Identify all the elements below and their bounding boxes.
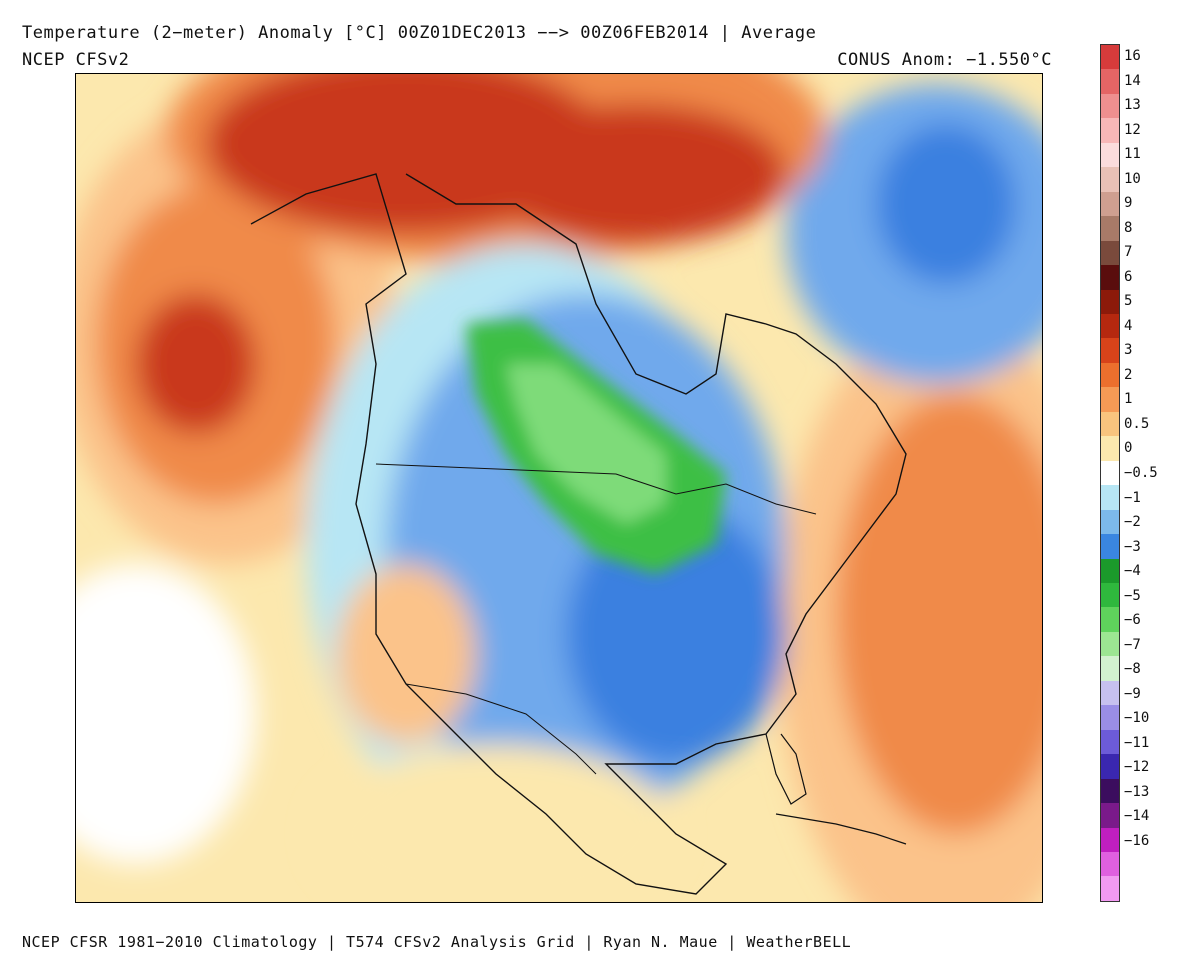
colorbar-swatch: [1101, 338, 1119, 363]
colorbar-swatch: [1101, 362, 1119, 388]
colorbar-swatch: [1101, 191, 1119, 217]
colorbar-tick-label: 5: [1124, 293, 1133, 310]
colorbar-tick-label: 11: [1124, 146, 1141, 163]
colorbar-tick-label: −16: [1124, 832, 1150, 849]
colorbar-swatch: [1101, 803, 1119, 828]
colorbar-swatch: [1101, 460, 1119, 486]
colorbar-swatch: [1101, 705, 1119, 730]
colorbar-swatch: [1101, 387, 1119, 412]
cuba-outline: [775, 813, 907, 845]
colorbar-tick-label: 8: [1124, 219, 1133, 236]
colorbar-tick-label: 3: [1124, 342, 1133, 359]
colorbar-tick-label: −10: [1124, 710, 1150, 727]
colorbar-swatch: [1101, 778, 1119, 804]
colorbar-swatch: [1101, 729, 1119, 755]
colorbar-swatch: [1101, 142, 1119, 168]
florida-outline: [765, 733, 807, 805]
colorbar-tick-label: −2: [1124, 514, 1141, 531]
colorbar-swatch: [1101, 265, 1119, 290]
colorbar-swatch: [1101, 240, 1119, 266]
model-name: NCEP CFSv2: [22, 50, 130, 70]
conus-anomaly-readout: CONUS Anom: −1.550°C: [837, 50, 1052, 70]
credits-footer: NCEP CFSR 1981−2010 Climatology | T574 C…: [22, 933, 852, 951]
colorbar-tick-label: −14: [1124, 808, 1150, 825]
colorbar-swatch: [1101, 485, 1119, 510]
colorbar-tick-label: −11: [1124, 734, 1150, 751]
colorbar-swatch: [1101, 313, 1119, 339]
colorbar-swatch: [1101, 69, 1119, 94]
colorbar-tick-label: −12: [1124, 759, 1150, 776]
colorbar-tick-label: −9: [1124, 685, 1141, 702]
colorbar-tick-label: −4: [1124, 563, 1141, 580]
colorbar-swatch: [1101, 436, 1119, 461]
colorbar-tick-label: −13: [1124, 783, 1150, 800]
mexico-neutral-region: [316, 744, 676, 902]
colorbar-swatch: [1101, 876, 1119, 901]
colorbar-tick-label: −1: [1124, 489, 1141, 506]
colorbar: [1100, 44, 1120, 902]
colorbar-swatch: [1101, 534, 1119, 559]
extreme-cold-core: [506, 364, 666, 524]
colorbar-tick-label: 1: [1124, 391, 1133, 408]
colorbar-swatch: [1101, 167, 1119, 192]
colorbar-tick-label: 7: [1124, 244, 1133, 261]
colorbar-tick-label: −8: [1124, 661, 1141, 678]
pacific-warm-peak: [136, 294, 256, 434]
colorbar-tick-label: 0.5: [1124, 415, 1150, 432]
coastline-outline: [250, 173, 907, 895]
colorbar-swatch: [1101, 118, 1119, 143]
colorbar-tick-label: 0: [1124, 440, 1133, 457]
us-mexico-border: [405, 683, 597, 775]
colorbar-tick-label: −7: [1124, 636, 1141, 653]
colorbar-tick-label: −3: [1124, 538, 1141, 555]
colorbar-tick-label: −5: [1124, 587, 1141, 604]
colorbar-tick-label: 9: [1124, 195, 1133, 212]
colorbar-tick-label: 6: [1124, 268, 1133, 285]
colorbar-labels: 16 14 13 12 11 10 9 8 7 6 5 4 3 2 1 0.5 0 −0.5 −1 −2 −3 −4 −5 −…: [1124, 44, 1194, 902]
colorbar-swatch: [1101, 289, 1119, 314]
colorbar-tick-label: 10: [1124, 170, 1141, 187]
north-atlantic-cold-core: [876, 124, 1016, 284]
colorbar-swatch: [1101, 411, 1119, 437]
colorbar-swatch: [1101, 754, 1119, 779]
chart-title: Temperature (2−meter) Anomaly [°C] 00Z01…: [22, 23, 817, 43]
anomaly-map: [75, 73, 1043, 903]
colorbar-swatch: [1101, 216, 1119, 241]
colorbar-tick-label: 16: [1124, 48, 1141, 65]
colorbar-swatch: [1101, 656, 1119, 681]
colorbar-tick-label: 2: [1124, 366, 1133, 383]
colorbar-swatch: [1101, 827, 1119, 852]
eastern-us-cold-core: [566, 504, 786, 764]
colorbar-tick-label: 12: [1124, 121, 1141, 138]
us-canada-border: [375, 463, 817, 515]
colorbar-swatch: [1101, 45, 1119, 70]
colorbar-tick-label: −6: [1124, 612, 1141, 629]
colorbar-swatch: [1101, 607, 1119, 632]
colorbar-tick-label: 13: [1124, 97, 1141, 114]
colorbar-swatch: [1101, 509, 1119, 535]
colorbar-swatch: [1101, 93, 1119, 119]
colorbar-swatch: [1101, 680, 1119, 706]
colorbar-tick-label: −0.5: [1124, 465, 1158, 481]
southwest-warm-region: [336, 564, 476, 744]
atlantic-warm-core: [836, 394, 1042, 834]
baffin-warm-core: [486, 104, 786, 244]
colorbar-swatch: [1101, 631, 1119, 657]
anomaly-map-graphic: [76, 74, 1042, 902]
colorbar-tick-label: 14: [1124, 72, 1141, 89]
colorbar-tick-label: 4: [1124, 317, 1133, 334]
colorbar-swatch: [1101, 582, 1119, 608]
colorbar-swatch: [1101, 851, 1119, 877]
colorbar-swatch: [1101, 558, 1119, 583]
eastern-pacific-neutral: [76, 564, 256, 864]
